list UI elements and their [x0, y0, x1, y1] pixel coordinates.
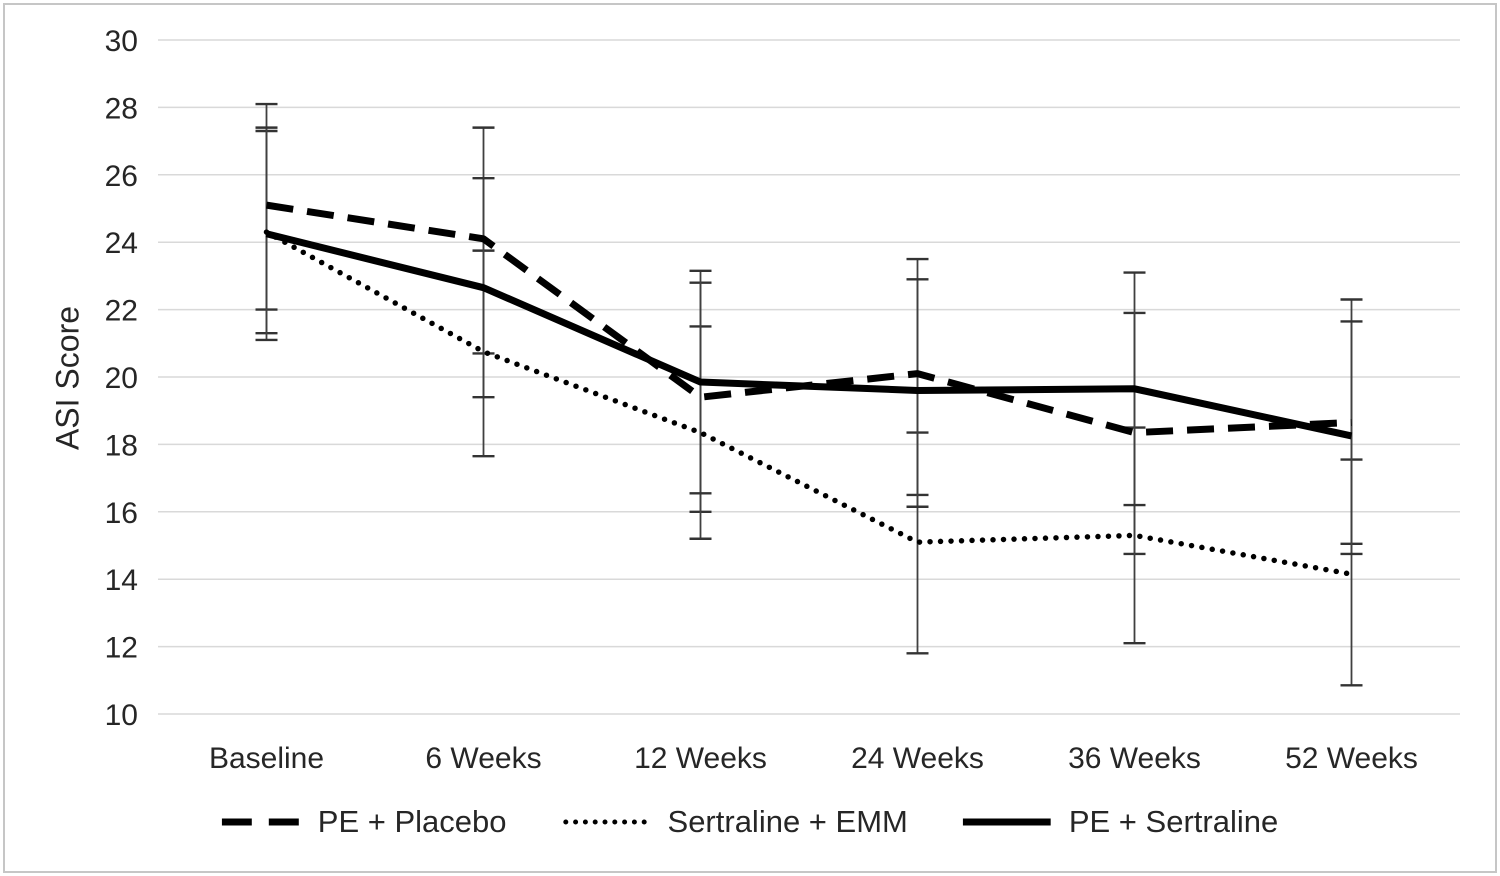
y-tick-label: 22: [105, 295, 138, 328]
x-tick-label: Baseline: [209, 742, 324, 775]
legend-item-pe-placebo: PE + Placebo: [221, 804, 507, 840]
legend: PE + Placebo Sertraline + EMM PE + Sertr…: [221, 804, 1279, 840]
legend-item-pe-sertraline: PE + Sertraline: [962, 804, 1279, 840]
y-tick-label: 20: [105, 362, 138, 395]
series-line-pe-sertraline: [265, 230, 1353, 440]
legend-label-pe-sertraline: PE + Sertraline: [1068, 804, 1279, 839]
y-tick-label: 14: [105, 564, 138, 597]
x-tick-label: 24 Weeks: [851, 742, 984, 775]
dotted-line-marker-icon: [563, 819, 650, 825]
y-tick-label: 12: [105, 632, 138, 665]
y-tick-label: 28: [105, 92, 138, 125]
x-tick-label: 52 Weeks: [1285, 742, 1418, 775]
y-tick-label: 26: [105, 160, 138, 193]
y-axis-title: ASI Score: [49, 305, 86, 451]
legend-item-sertraline-emm: Sertraline + EMM: [562, 804, 908, 840]
y-tick-label: 16: [105, 497, 138, 530]
x-tick-label: 36 Weeks: [1068, 742, 1201, 775]
solid-line-marker-icon: [962, 818, 1051, 826]
series-line-pe-placebo: [265, 201, 1352, 437]
series-line-sertraline-emm: [263, 229, 1355, 577]
legend-label-sertraline-emm: Sertraline + EMM: [667, 804, 908, 839]
y-tick-label: 10: [105, 699, 138, 732]
x-tick-label: 12 Weeks: [634, 742, 767, 775]
dashed-line-marker-icon: [221, 818, 300, 826]
y-tick-label: 24: [105, 227, 138, 260]
y-tick-label: 18: [105, 429, 138, 462]
x-tick-label: 6 Weeks: [425, 742, 541, 775]
y-tick-label: 30: [105, 25, 138, 58]
legend-label-pe-placebo: PE + Placebo: [317, 804, 507, 839]
